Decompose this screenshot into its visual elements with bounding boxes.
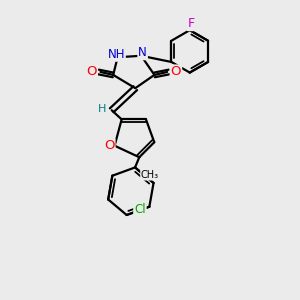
Text: O: O [104, 139, 115, 152]
Text: NH: NH [107, 48, 125, 61]
Text: CH₃: CH₃ [141, 170, 159, 180]
Text: N: N [138, 46, 147, 59]
Text: H: H [98, 104, 106, 114]
Text: Cl: Cl [134, 203, 146, 216]
Text: O: O [86, 65, 97, 79]
Text: O: O [171, 65, 181, 79]
Text: F: F [188, 17, 195, 30]
